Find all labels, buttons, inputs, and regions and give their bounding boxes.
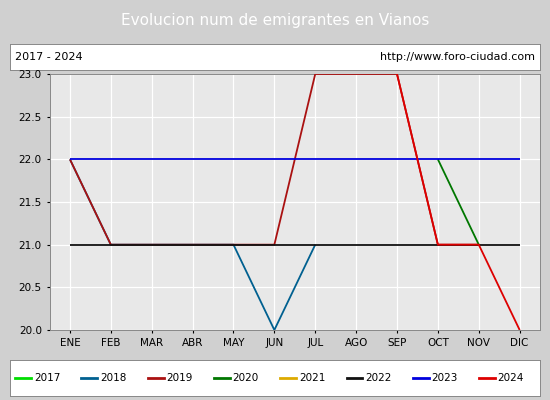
Text: 2017 - 2024: 2017 - 2024 [15, 52, 83, 62]
Text: Evolucion num de emigrantes en Vianos: Evolucion num de emigrantes en Vianos [121, 14, 429, 28]
Text: http://www.foro-ciudad.com: http://www.foro-ciudad.com [380, 52, 535, 62]
Text: 2020: 2020 [233, 373, 259, 383]
Text: 2022: 2022 [365, 373, 392, 383]
Text: 2017: 2017 [34, 373, 60, 383]
Text: 2018: 2018 [100, 373, 126, 383]
Text: 2023: 2023 [431, 373, 458, 383]
Text: 2024: 2024 [498, 373, 524, 383]
Text: 2021: 2021 [299, 373, 325, 383]
Text: 2019: 2019 [166, 373, 192, 383]
